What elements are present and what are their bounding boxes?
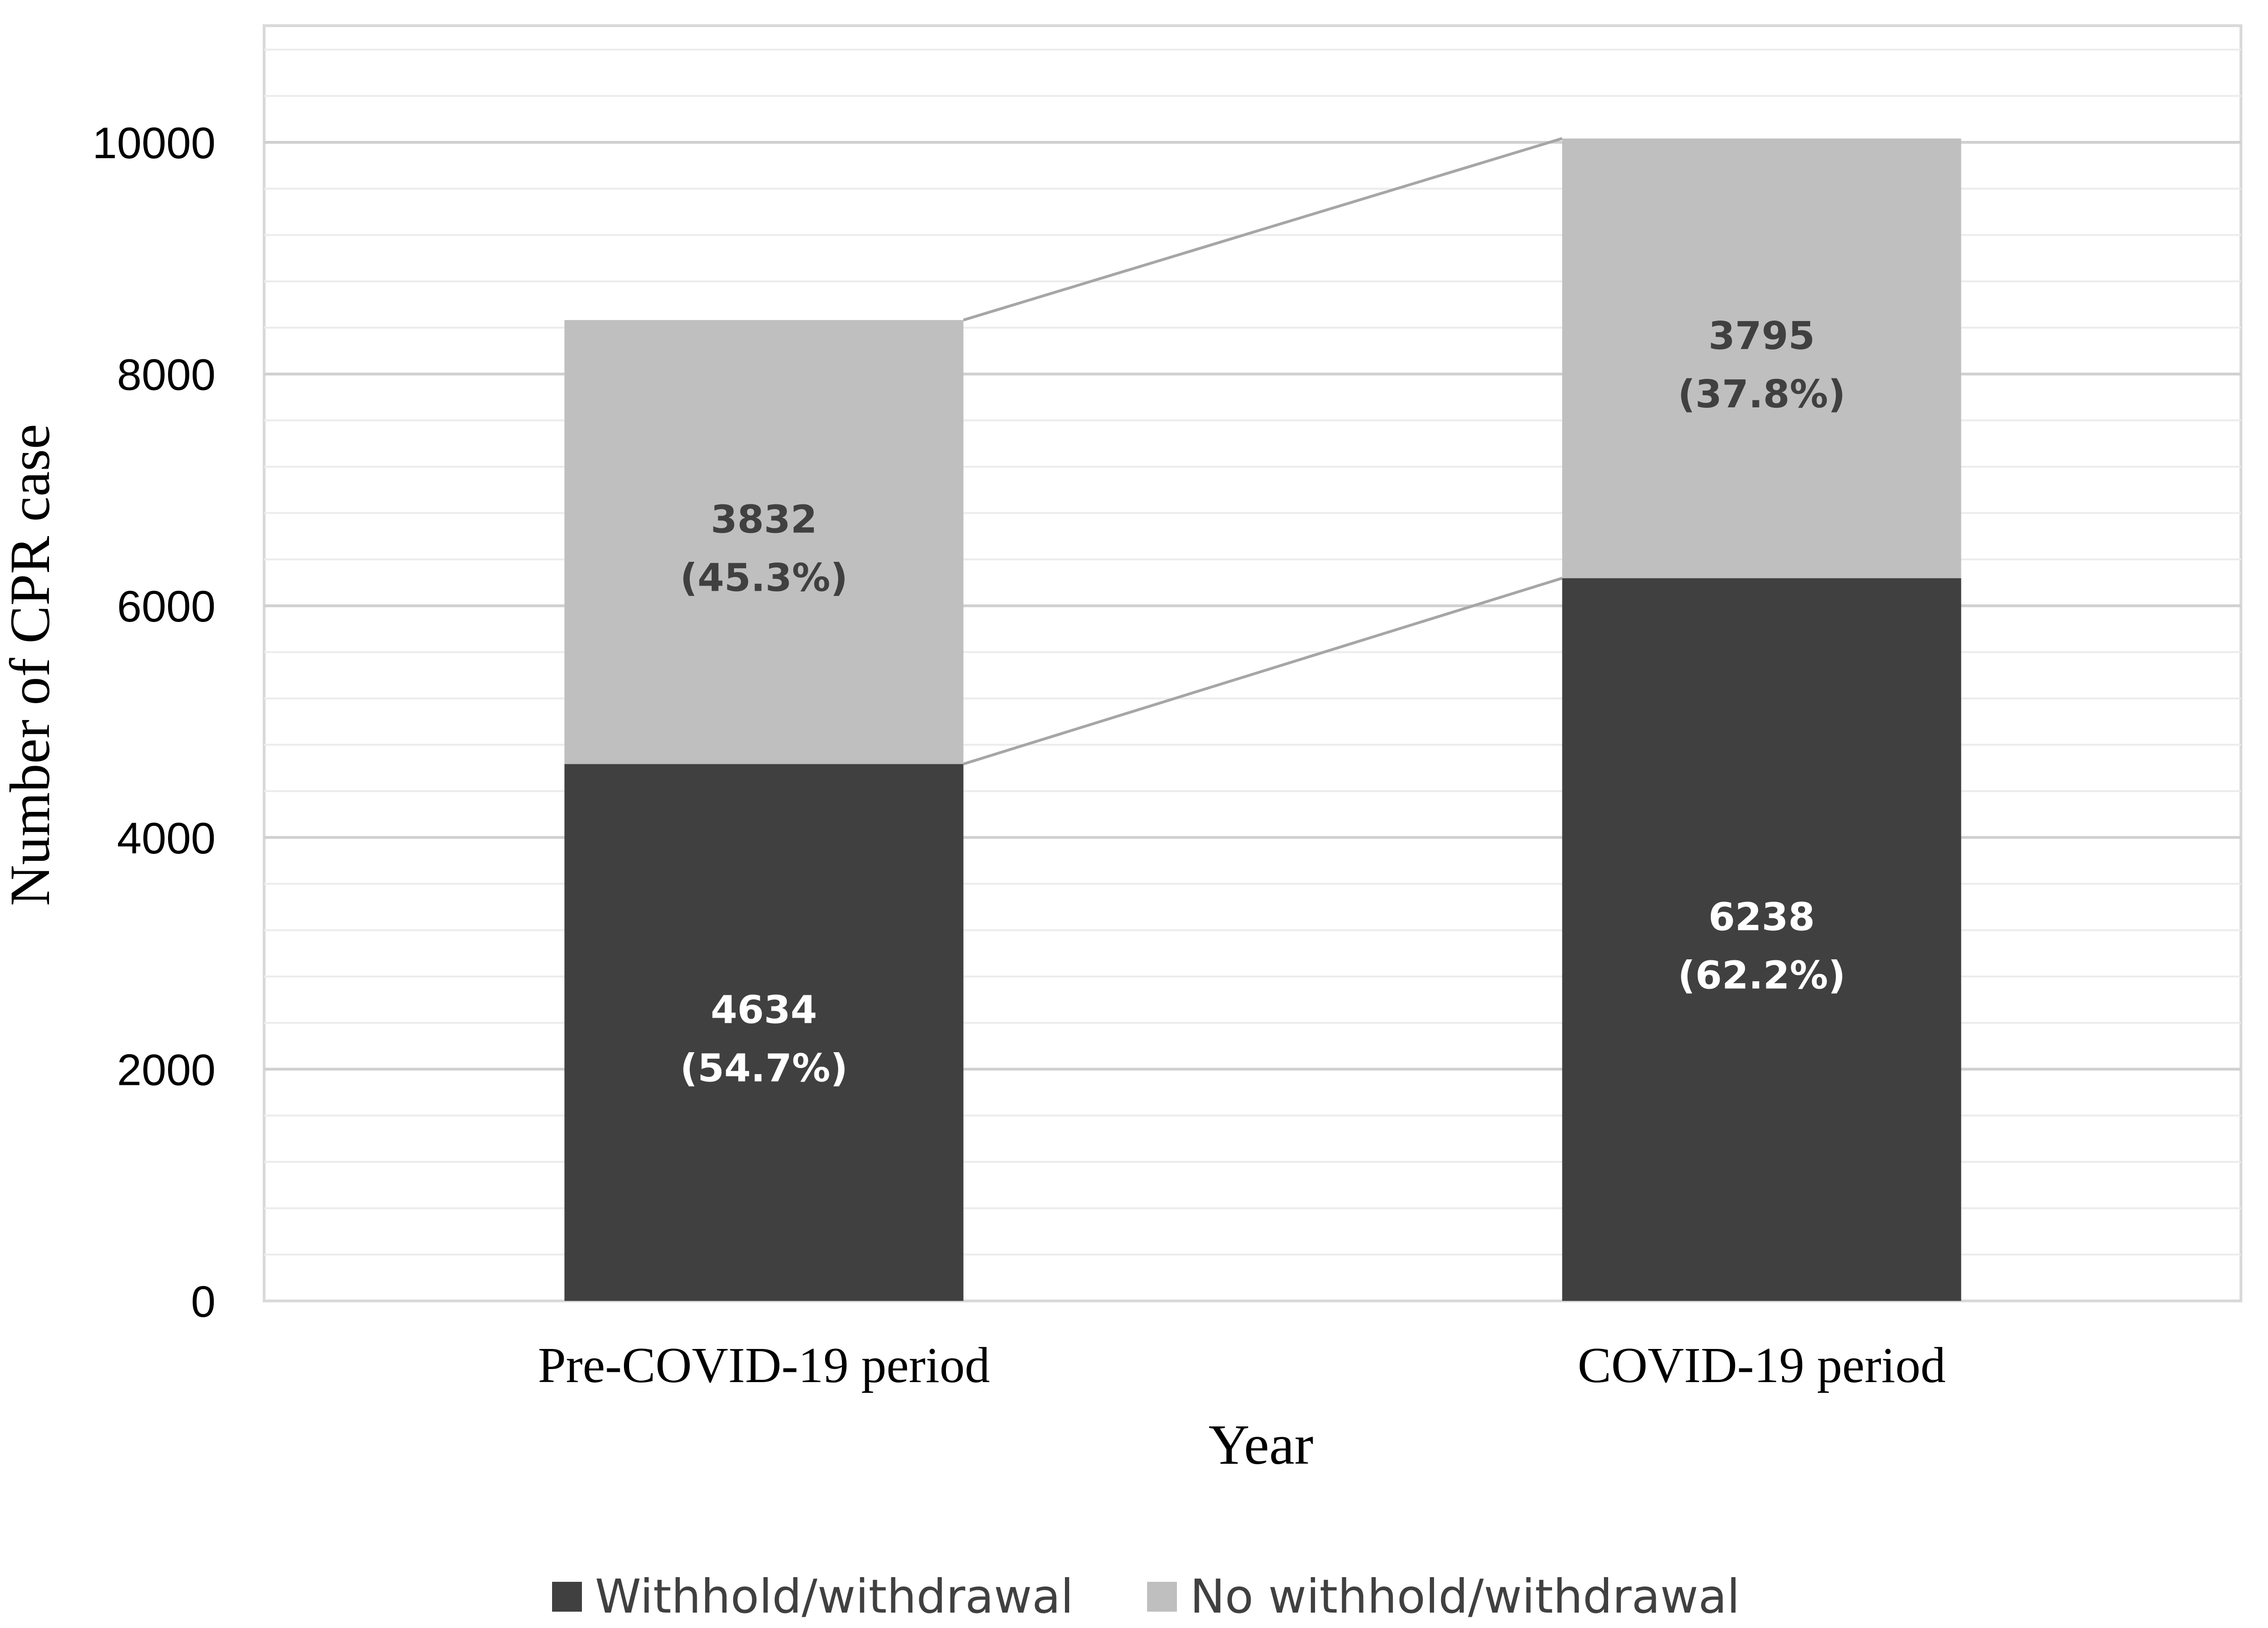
bar-no-withhold-0 (564, 320, 964, 764)
y-tick-label: 4000 (117, 814, 216, 863)
y-axis-ticks: 0 2000 4000 6000 8000 10000 (92, 119, 216, 1327)
legend-label: Withhold/withdrawal (595, 1569, 1073, 1624)
y-axis-title: Number of CPR case (0, 424, 62, 906)
series-lines (963, 137, 1563, 766)
data-label-value: 3795 (1708, 314, 1815, 358)
data-label-percent: (37.8%) (1678, 372, 1845, 417)
legend: Withhold/withdrawal No withhold/withdrawa… (552, 1569, 1740, 1624)
series-line-1 (963, 137, 1563, 321)
legend-swatch (1147, 1582, 1177, 1612)
y-tick-label: 0 (191, 1277, 216, 1327)
bar-withhold-0 (564, 764, 964, 1301)
y-tick-label: 8000 (117, 350, 216, 400)
series-line-0 (963, 577, 1563, 766)
legend-label: No withhold/withdrawal (1190, 1569, 1740, 1624)
x-axis-title: Year (1209, 1413, 1314, 1476)
data-label-percent: (54.7%) (680, 1047, 847, 1091)
bar-withhold-1 (1562, 578, 1961, 1301)
legend-swatch (552, 1582, 582, 1612)
data-label-percent: (45.3%) (680, 556, 847, 601)
y-tick-label: 10000 (92, 119, 216, 168)
x-category-label: COVID-19 period (1578, 1338, 1946, 1393)
bar-no-withhold-1 (1562, 138, 1961, 579)
x-category-label: Pre-COVID-19 period (538, 1338, 990, 1393)
data-labels: 4634 (54.7%) 3832 (45.3%) 6238 (62.2%) 3795 (37… (680, 314, 1845, 1091)
x-axis-categories: Pre-COVID-19 period COVID-19 period (538, 1338, 1946, 1393)
data-label-value: 4634 (711, 988, 817, 1033)
data-label-value: 6238 (1708, 895, 1815, 940)
data-label-value: 3832 (711, 498, 817, 542)
y-tick-label: 6000 (117, 582, 216, 631)
data-label-percent: (62.2%) (1678, 954, 1845, 998)
y-tick-label: 2000 (117, 1045, 216, 1095)
bars (564, 138, 1961, 1301)
